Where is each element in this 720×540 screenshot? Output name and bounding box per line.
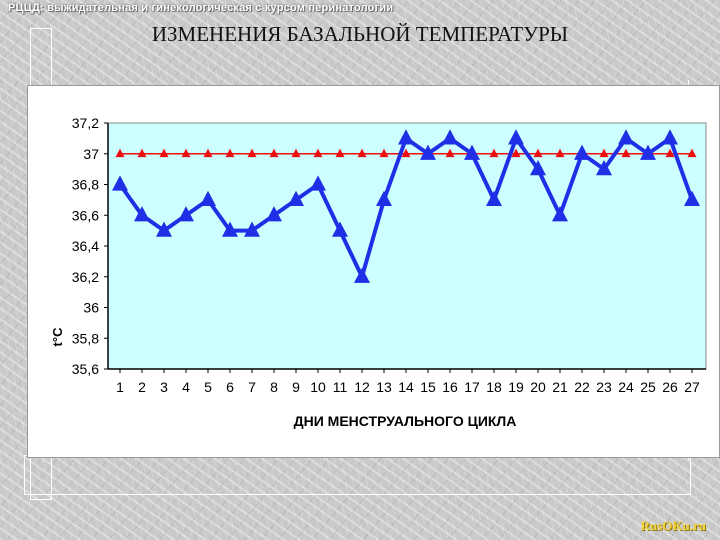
basal-point [112, 175, 128, 191]
y-axis-ticks: 37,2 37 36,8 36,6 36,4 36,2 36 35,8 35,6 [72, 115, 108, 377]
y-tick-label: 37,2 [72, 115, 99, 131]
reference-point [533, 148, 543, 158]
basal-point [156, 221, 172, 237]
basal-point [398, 129, 414, 145]
x-tick-label: 12 [354, 379, 370, 395]
y-tick-label: 36,8 [72, 177, 99, 193]
x-tick-label: 6 [226, 379, 234, 395]
reference-point [489, 148, 499, 158]
x-tick-label: 16 [442, 379, 458, 395]
x-tick-label: 4 [182, 379, 190, 395]
reference-point [291, 148, 301, 158]
x-tick-label: 9 [292, 379, 300, 395]
reference-point [599, 148, 609, 158]
x-tick-label: 3 [160, 379, 168, 395]
x-tick-label: 1 [116, 379, 124, 395]
reference-point [225, 148, 235, 158]
reference-point [665, 148, 675, 158]
basal-point [134, 206, 150, 222]
reference-point [511, 148, 521, 158]
reference-point [181, 148, 191, 158]
x-tick-label: 5 [204, 379, 212, 395]
basal-point [442, 129, 458, 145]
reference-point [335, 148, 345, 158]
x-tick-label: 18 [486, 379, 502, 395]
y-tick-label: 37 [83, 146, 99, 162]
slide-title: ИЗМЕНЕНИЯ БАЗАЛЬНОЙ ТЕМПЕРАТУРЫ [151, 22, 569, 46]
x-tick-label: 15 [420, 379, 436, 395]
x-axis-title: ДНИ МЕНСТРУАЛЬНОГО ЦИКЛА [294, 413, 517, 429]
reference-point [159, 148, 169, 158]
basal-point [486, 190, 502, 206]
y-tick-label: 35,6 [72, 361, 99, 377]
x-tick-label: 13 [376, 379, 392, 395]
basal-point [618, 129, 634, 145]
basal-point [376, 190, 392, 206]
reference-point [445, 148, 455, 158]
basal-point [552, 206, 568, 222]
x-tick-label: 8 [270, 379, 278, 395]
reference-point [115, 148, 125, 158]
x-tick-label: 24 [618, 379, 634, 395]
basal-point [662, 129, 678, 145]
header-subtitle: РЦЦД: выжидательная и гинекологическая с… [8, 2, 394, 14]
x-axis-ticks: 1 2 3 4 5 6 7 8 9 10 11 12 13 14 15 16 17 18 19 20 21 22 23 24 2… [116, 369, 700, 395]
basal-point [310, 175, 326, 191]
y-tick-label: 36,4 [72, 238, 99, 254]
reference-point [269, 148, 279, 158]
reference-point [379, 148, 389, 158]
basal-point [354, 267, 370, 283]
series-basal [112, 129, 700, 283]
basal-point [574, 144, 590, 160]
y-axis-title: t°C [50, 327, 65, 347]
y-tick-label: 35,8 [72, 330, 99, 346]
basal-point [530, 160, 546, 176]
x-tick-label: 7 [248, 379, 256, 395]
x-tick-label: 2 [138, 379, 146, 395]
reference-point [247, 148, 257, 158]
reference-point [555, 148, 565, 158]
x-tick-label: 27 [684, 379, 700, 395]
x-tick-label: 11 [333, 379, 348, 395]
x-tick-label: 20 [530, 379, 546, 395]
x-tick-label: 22 [574, 379, 590, 395]
reference-point [621, 148, 631, 158]
x-tick-label: 19 [508, 379, 524, 395]
y-tick-label: 36,6 [72, 207, 99, 223]
basal-point [684, 190, 700, 206]
x-tick-label: 14 [398, 379, 414, 395]
x-tick-label: 17 [464, 379, 480, 395]
basal-point [288, 190, 304, 206]
basal-point [266, 206, 282, 222]
watermark-logo: RusOKu.ru [640, 518, 706, 533]
reference-point [357, 148, 367, 158]
basal-point [420, 144, 436, 160]
basal-point [332, 221, 348, 237]
x-tick-label: 10 [310, 379, 326, 395]
reference-point [687, 148, 697, 158]
basal-point [640, 144, 656, 160]
x-tick-label: 25 [640, 379, 656, 395]
basal-point [596, 160, 612, 176]
x-tick-label: 26 [662, 379, 678, 395]
reference-point [401, 148, 411, 158]
basal-point [178, 206, 194, 222]
basal-point [464, 144, 480, 160]
x-tick-label: 23 [596, 379, 612, 395]
basal-point [200, 190, 216, 206]
y-tick-label: 36 [83, 300, 99, 316]
plot-area [107, 122, 707, 370]
reference-point [203, 148, 213, 158]
x-tick-label: 21 [552, 379, 568, 395]
basal-point [222, 221, 238, 237]
reference-point [137, 148, 147, 158]
basal-point [244, 221, 260, 237]
reference-point [313, 148, 323, 158]
y-tick-label: 36,2 [72, 269, 99, 285]
basal-point [508, 129, 524, 145]
